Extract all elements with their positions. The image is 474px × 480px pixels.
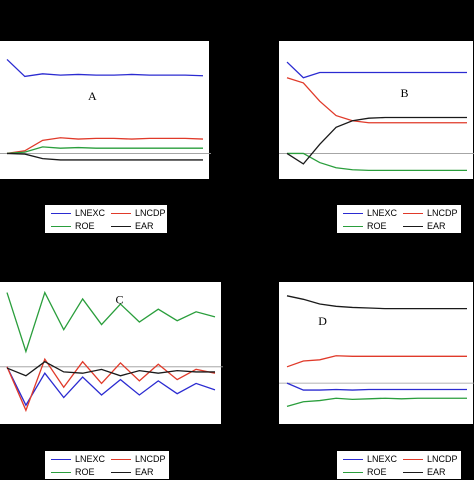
series-line-lncdp (6, 137, 204, 155)
panel-title-b: B (401, 86, 409, 100)
series-line-roe (6, 290, 216, 354)
legend-a: LNEXC LNCDP ROE EAR (44, 204, 168, 234)
series-line-lnexc (6, 366, 216, 407)
legend-entry-lncdp: LNCDP (403, 453, 458, 465)
legend-label-ear: EAR (135, 221, 154, 231)
legend-swatch-lnexc (51, 458, 71, 460)
series-line-roe (287, 152, 467, 172)
series-line-lnexc (286, 382, 467, 391)
legend-entry-roe: ROE (51, 220, 95, 232)
legend-entry-lnexc: LNEXC (51, 207, 105, 219)
legend-d: LNEXC LNCDP ROE EAR (336, 450, 462, 480)
legend-swatch-roe (51, 225, 71, 227)
legend-swatch-ear (403, 225, 423, 227)
legend-entry-ear: EAR (403, 466, 446, 478)
chart-plot-b: B (279, 61, 474, 172)
legend-swatch-lnexc (343, 458, 363, 460)
legend-entry-lncdp: LNCDP (111, 453, 166, 465)
series-line-ear (6, 360, 215, 377)
series-line-ear (6, 152, 203, 161)
legend-entry-lnexc: LNEXC (51, 453, 105, 465)
series-line-lncdp (286, 77, 467, 124)
series-line-ear (286, 116, 467, 165)
series-line-lnexc (286, 61, 467, 79)
legend-entry-ear: EAR (111, 220, 154, 232)
chart-panel-c: C (0, 281, 223, 425)
legend-label-roe: ROE (367, 467, 387, 477)
legend-b: LNEXC LNCDP ROE EAR (336, 204, 462, 234)
legend-label-lnexc: LNEXC (367, 208, 398, 218)
series-line-ear (286, 295, 467, 310)
series-line-roe (286, 397, 467, 407)
legend-entry-roe: ROE (343, 220, 387, 232)
legend-swatch-lncdp (111, 212, 131, 214)
legend-swatch-roe (343, 225, 363, 227)
panel-title-d: D (318, 314, 327, 328)
legend-entry-lncdp: LNCDP (111, 207, 166, 219)
legend-swatch-roe (51, 471, 71, 473)
legend-swatch-lncdp (403, 212, 423, 214)
legend-swatch-ear (111, 471, 131, 473)
legend-entry-roe: ROE (343, 466, 387, 478)
legend-swatch-roe (343, 471, 363, 473)
legend-label-roe: ROE (367, 221, 387, 231)
legend-c: LNEXC LNCDP ROE EAR (44, 450, 170, 480)
series-line-roe (6, 146, 203, 155)
legend-swatch-lncdp (111, 458, 131, 460)
chart-panel-a: A (0, 40, 211, 180)
series-line-lncdp (286, 355, 467, 368)
legend-entry-ear: EAR (403, 220, 446, 232)
series-line-lnexc (6, 58, 204, 78)
legend-entry-roe: ROE (51, 466, 95, 478)
legend-swatch-ear (111, 225, 131, 227)
legend-label-lnexc: LNEXC (367, 454, 398, 464)
legend-label-lncdp: LNCDP (135, 208, 166, 218)
legend-label-roe: ROE (75, 467, 95, 477)
legend-swatch-lnexc (343, 212, 363, 214)
panel-title-a: A (88, 89, 97, 103)
legend-entry-ear: EAR (111, 466, 154, 478)
chart-panel-b: B (278, 40, 474, 180)
legend-label-ear: EAR (135, 467, 154, 477)
legend-label-lncdp: LNCDP (427, 454, 458, 464)
legend-swatch-ear (403, 471, 423, 473)
panel-title-c: C (115, 293, 123, 307)
legend-label-ear: EAR (427, 467, 446, 477)
legend-label-roe: ROE (75, 221, 95, 231)
legend-label-lncdp: LNCDP (135, 454, 166, 464)
legend-label-ear: EAR (427, 221, 446, 231)
legend-swatch-lncdp (403, 458, 423, 460)
chart-plot-d: D (279, 295, 474, 407)
legend-entry-lncdp: LNCDP (403, 207, 458, 219)
chart-plot-c: C (0, 290, 223, 413)
chart-panel-d: D (278, 281, 474, 425)
legend-entry-lnexc: LNEXC (343, 207, 397, 219)
legend-swatch-lnexc (51, 212, 71, 214)
legend-label-lnexc: LNEXC (75, 454, 106, 464)
legend-label-lnexc: LNEXC (75, 208, 106, 218)
legend-label-lncdp: LNCDP (427, 208, 458, 218)
chart-plot-a: A (0, 58, 211, 161)
legend-entry-lnexc: LNEXC (343, 453, 397, 465)
